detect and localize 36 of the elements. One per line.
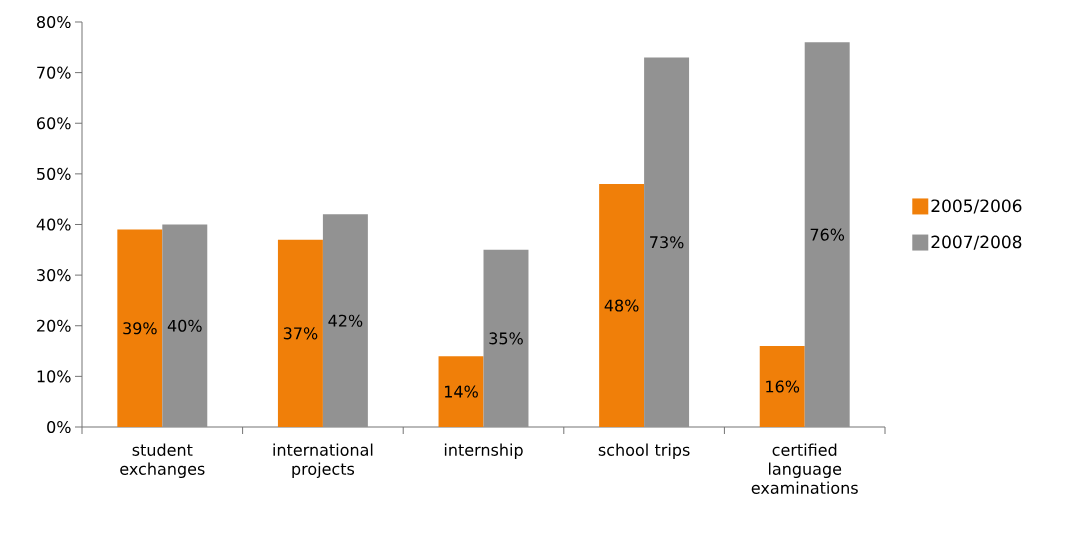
x-tick-label: certified language examinations xyxy=(751,443,858,494)
y-tick-label: 60% xyxy=(37,117,71,130)
data-label: 48% xyxy=(604,299,639,312)
x-tick-label: student exchanges xyxy=(120,443,205,478)
bar xyxy=(322,214,368,427)
y-tick-label: 50% xyxy=(37,167,71,180)
x-tick-label: international projects xyxy=(273,443,373,478)
bar xyxy=(804,42,850,427)
y-tick-label: 0% xyxy=(47,420,71,434)
y-tick-label: 80% xyxy=(37,15,71,29)
bar xyxy=(438,356,484,427)
bar xyxy=(644,57,690,427)
legend-label: 2005/2006 xyxy=(931,199,1022,214)
bar xyxy=(117,229,163,427)
y-tick-label: 20% xyxy=(37,319,71,332)
data-label: 37% xyxy=(283,327,318,340)
data-label: 76% xyxy=(810,228,845,241)
bar xyxy=(759,346,805,427)
x-tick-label: internship xyxy=(444,443,523,459)
y-tick-label: 70% xyxy=(37,66,71,79)
bar xyxy=(483,249,529,427)
data-label: 39% xyxy=(123,322,157,335)
bar xyxy=(162,224,208,427)
bar xyxy=(599,184,645,427)
y-tick-label: 30% xyxy=(37,269,71,282)
data-label: 16% xyxy=(766,380,800,393)
bar xyxy=(277,239,323,427)
legend-label: 2007/2008 xyxy=(931,235,1022,250)
data-label: 14% xyxy=(445,385,478,398)
y-tick-label: 40% xyxy=(36,218,71,231)
data-label: 73% xyxy=(650,236,684,249)
data-label: 42% xyxy=(328,314,363,327)
x-tick-label: school trips xyxy=(598,443,690,459)
y-tick-label: 10% xyxy=(37,370,71,383)
data-label: 40% xyxy=(167,319,202,332)
data-label: 35% xyxy=(489,332,523,345)
